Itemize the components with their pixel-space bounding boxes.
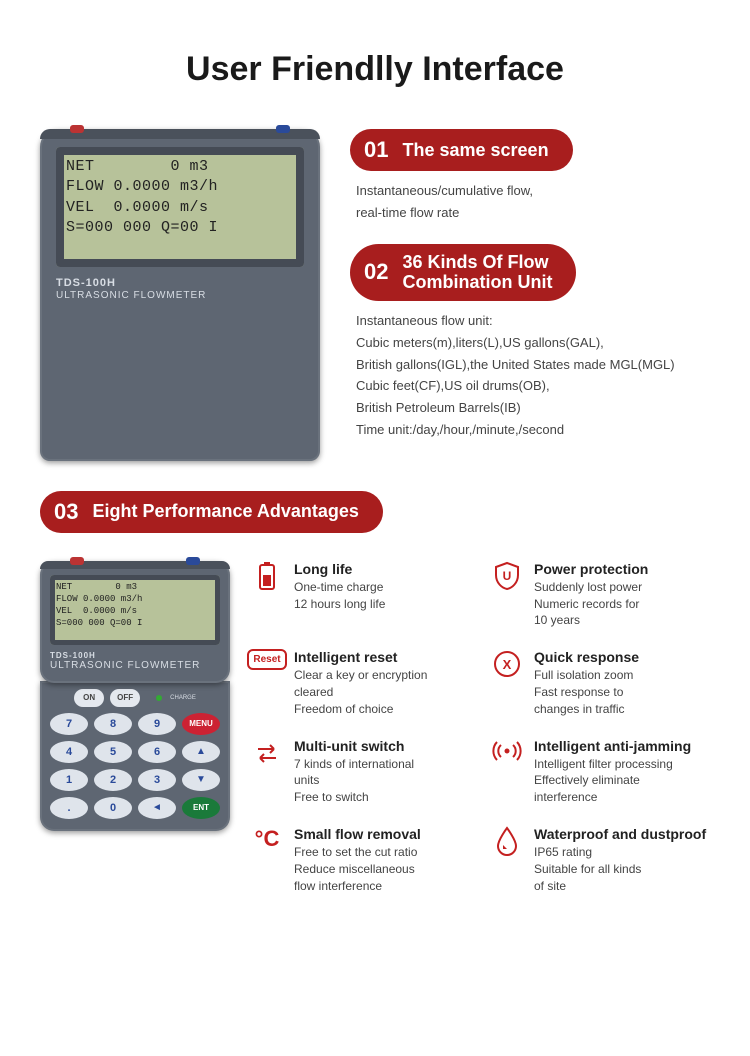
key-▲[interactable]: ▲ <box>182 741 220 763</box>
key-8[interactable]: 8 <box>94 713 132 735</box>
top-row: NET 0 m3 FLOW 0.0000 m3/h VEL 0.0000 m/s… <box>40 129 710 461</box>
advantage-desc: Intelligent filter processing Effectivel… <box>534 756 691 806</box>
key-3[interactable]: 3 <box>138 769 176 791</box>
pill-01: 01 The same screen <box>350 129 573 171</box>
advantage-6: °C Small flow removal Free to set the cu… <box>250 826 470 894</box>
key-◄[interactable]: ◄ <box>138 797 176 819</box>
key-6[interactable]: 6 <box>138 741 176 763</box>
droplet-icon <box>490 826 524 894</box>
key-.[interactable]: . <box>50 797 88 819</box>
advantage-desc: Clear a key or encryption cleared Freedo… <box>294 667 427 717</box>
section-02: 02 36 Kinds Of Flow Combination Unit Ins… <box>350 244 710 441</box>
circle-x-icon: X <box>490 649 524 717</box>
shield-icon: U <box>490 561 524 629</box>
key-▼[interactable]: ▼ <box>182 769 220 791</box>
device-model: TDS-100H <box>56 277 116 289</box>
keypad: ON OFF CHARGE 789MENU456▲123▼.0◄ENT <box>40 681 230 831</box>
reset-icon: Reset <box>250 649 284 717</box>
key-2[interactable]: 2 <box>94 769 132 791</box>
advantage-title: Quick response <box>534 649 639 665</box>
advantage-5: Intelligent anti-jamming Intelligent fil… <box>490 738 710 806</box>
advantage-0: Long life One-time charge 12 hours long … <box>250 561 470 629</box>
advantage-title: Multi-unit switch <box>294 738 414 754</box>
device-full: NET 0 m3 FLOW 0.0000 m3/h VEL 0.0000 m/s… <box>40 561 230 895</box>
advantage-desc: IP65 rating Suitable for all kinds of si… <box>534 844 706 894</box>
swap-icon <box>250 738 284 806</box>
key-off[interactable]: OFF <box>110 689 140 707</box>
key-9[interactable]: 9 <box>138 713 176 735</box>
advantage-desc: Suddenly lost power Numeric records for … <box>534 579 648 629</box>
key-7[interactable]: 7 <box>50 713 88 735</box>
advantage-desc: Free to set the cut ratio Reduce miscell… <box>294 844 421 894</box>
svg-text:U: U <box>503 569 512 583</box>
key-menu[interactable]: MENU <box>182 713 220 735</box>
signal-icon <box>490 738 524 806</box>
advantage-title: Long life <box>294 561 385 577</box>
key-0[interactable]: 0 <box>94 797 132 819</box>
advantage-1: U Power protection Suddenly lost power N… <box>490 561 710 629</box>
advantage-7: Waterproof and dustproof IP65 rating Sui… <box>490 826 710 894</box>
key-1[interactable]: 1 <box>50 769 88 791</box>
device-subtitle: ULTRASONIC FLOWMETER <box>56 290 206 301</box>
advantages-grid: Long life One-time charge 12 hours long … <box>250 561 710 895</box>
key-4[interactable]: 4 <box>50 741 88 763</box>
advantage-desc: One-time charge 12 hours long life <box>294 579 385 613</box>
advantage-title: Intelligent reset <box>294 649 427 665</box>
advantage-2: Reset Intelligent reset Clear a key or e… <box>250 649 470 717</box>
advantage-desc: 7 kinds of international units Free to s… <box>294 756 414 806</box>
charge-led <box>156 695 162 701</box>
battery-icon <box>250 561 284 629</box>
key-on[interactable]: ON <box>74 689 104 707</box>
advantage-title: Intelligent anti-jamming <box>534 738 691 754</box>
advantage-3: X Quick response Full isolation zoom Fas… <box>490 649 710 717</box>
pill-03: 03 Eight Performance Advantages <box>40 491 383 533</box>
advantage-4: Multi-unit switch 7 kinds of internation… <box>250 738 470 806</box>
key-5[interactable]: 5 <box>94 741 132 763</box>
advantage-title: Power protection <box>534 561 648 577</box>
advantage-desc: Full isolation zoom Fast response to cha… <box>534 667 639 717</box>
svg-text:X: X <box>503 657 512 672</box>
advantage-title: Small flow removal <box>294 826 421 842</box>
advantage-title: Waterproof and dustproof <box>534 826 706 842</box>
section-01: 01 The same screen Instantaneous/cumulat… <box>350 129 710 224</box>
section-03: 03 Eight Performance Advantages NET 0 m3… <box>40 491 710 895</box>
page-title: User Friendlly Interface <box>40 50 710 89</box>
device-top: NET 0 m3 FLOW 0.0000 m3/h VEL 0.0000 m/s… <box>40 129 320 461</box>
degc-icon: °C <box>250 826 284 894</box>
key-ent[interactable]: ENT <box>182 797 220 819</box>
device-lcd: NET 0 m3 FLOW 0.0000 m3/h VEL 0.0000 m/s… <box>56 147 304 267</box>
pill-02: 02 36 Kinds Of Flow Combination Unit <box>350 244 576 301</box>
